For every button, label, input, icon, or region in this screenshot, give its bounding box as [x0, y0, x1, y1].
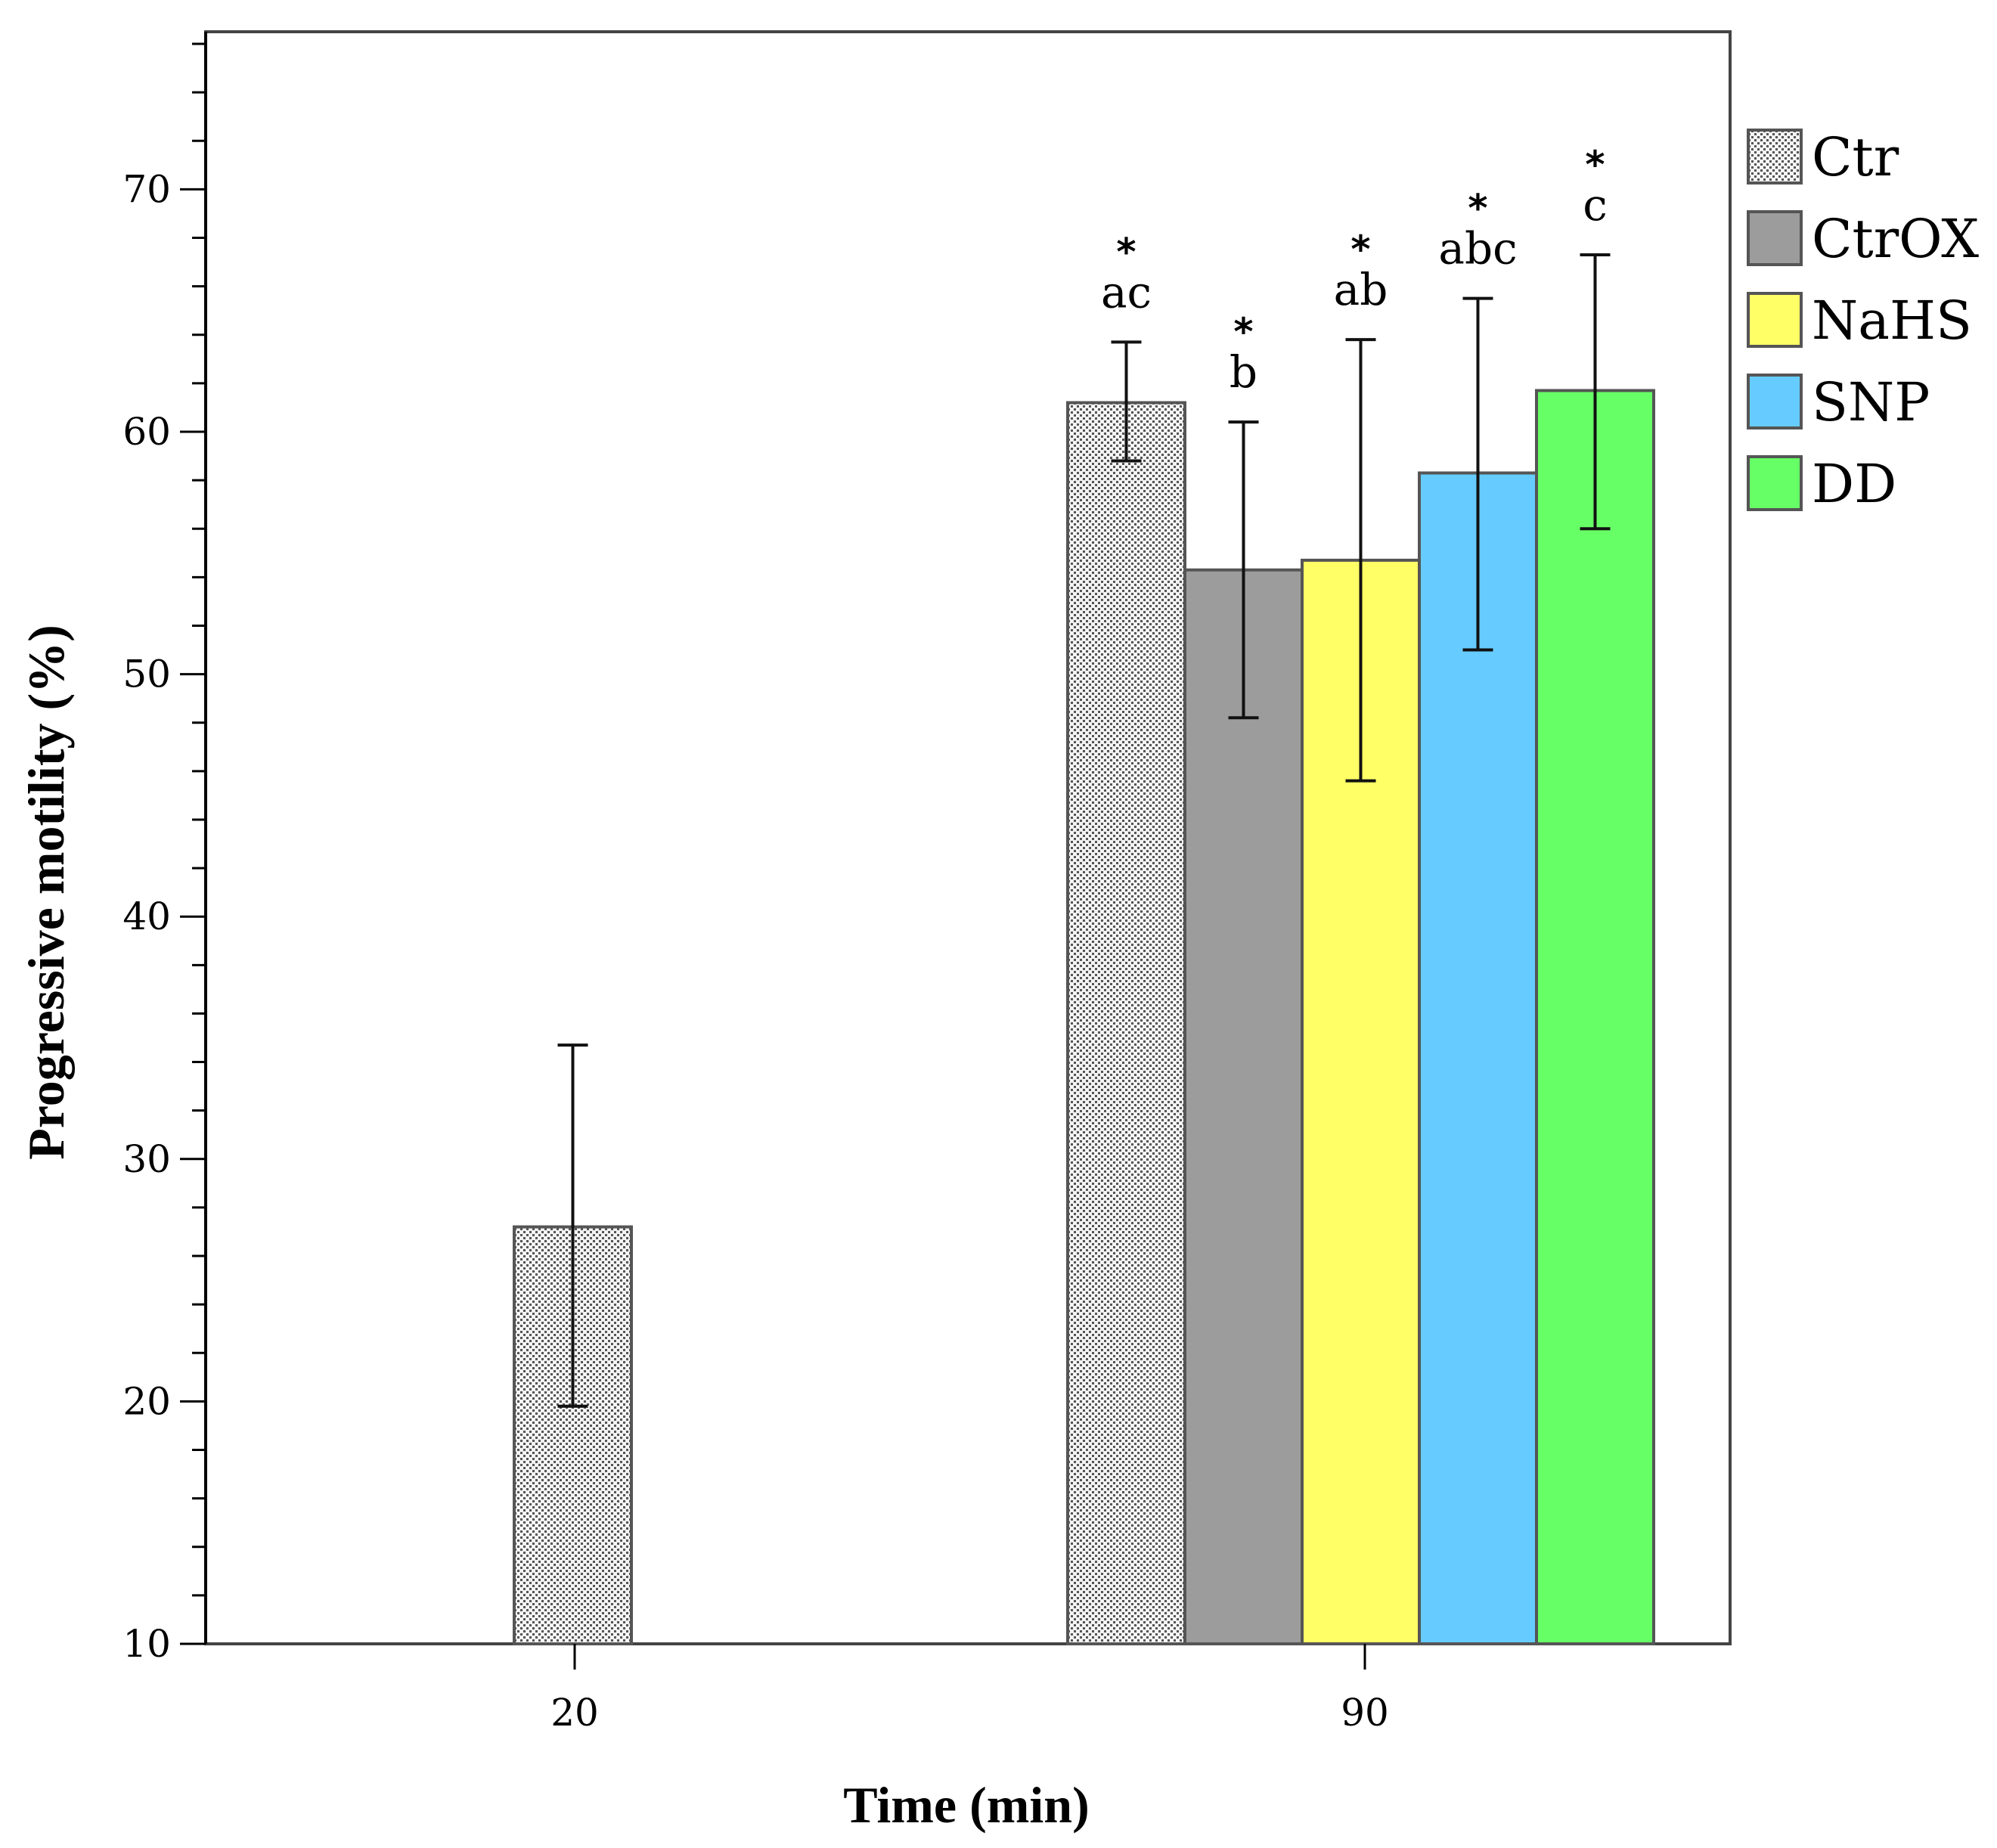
y-axis-title: Progressive motility (%): [17, 625, 75, 1160]
y-tick-label: 10: [122, 1622, 171, 1666]
y-tick-label: 40: [122, 895, 171, 938]
legend-label-ctrox: CtrOX: [1812, 208, 1979, 270]
significance-labels: ac*b*ab* abc* c*: [1101, 143, 1608, 398]
legend-swatch-ctrox: [1747, 210, 1803, 266]
x-axis: 20 90: [550, 1644, 1389, 1735]
bar-ctr-90: [1066, 401, 1186, 1646]
significance-star: *: [1350, 228, 1370, 271]
legend-label-dd: DD: [1812, 453, 1896, 515]
significance-letter: ac: [1101, 266, 1152, 318]
legend-swatch-ctr: [1747, 129, 1803, 184]
legend-label-nahs: NaHS: [1812, 290, 1972, 352]
bars-layer: [513, 389, 1655, 1646]
significance-letter: abc: [1438, 223, 1517, 274]
legend: Ctr CtrOX NaHS SNP DD: [1747, 126, 1979, 515]
bar-nahs-90: [1301, 558, 1421, 1645]
significance-letter: b: [1230, 346, 1257, 398]
x-axis-title: Time (min): [843, 1776, 1090, 1834]
error-bars-layer: [557, 253, 1611, 1408]
significance-letter: c: [1583, 179, 1607, 231]
y-tick-label: 20: [122, 1379, 171, 1423]
significance-star: *: [1233, 310, 1253, 354]
significance-letter: ab: [1334, 264, 1388, 315]
legend-swatch-nahs: [1747, 292, 1803, 348]
y-tick-label: 30: [122, 1137, 171, 1181]
legend-swatch-dd: [1747, 455, 1803, 511]
y-tick-label: 60: [122, 410, 171, 454]
bar-snp-90: [1418, 471, 1538, 1645]
y-axis: 10 20 30 40 50 60 70: [122, 32, 207, 1666]
x-tick-label: 90: [1341, 1691, 1389, 1735]
legend-label-snp: SNP: [1812, 371, 1930, 433]
legend-swatch-snp: [1747, 374, 1803, 429]
x-tick-label: 20: [550, 1691, 599, 1735]
significance-star: *: [1585, 143, 1605, 187]
significance-star: *: [1468, 187, 1487, 231]
y-tick-label: 70: [122, 167, 171, 211]
legend-label-ctr: Ctr: [1812, 126, 1899, 188]
y-tick-label: 50: [122, 653, 171, 696]
significance-star: *: [1116, 230, 1136, 274]
bar-ctrox-90: [1183, 568, 1304, 1645]
bar-dd-90: [1535, 389, 1655, 1645]
